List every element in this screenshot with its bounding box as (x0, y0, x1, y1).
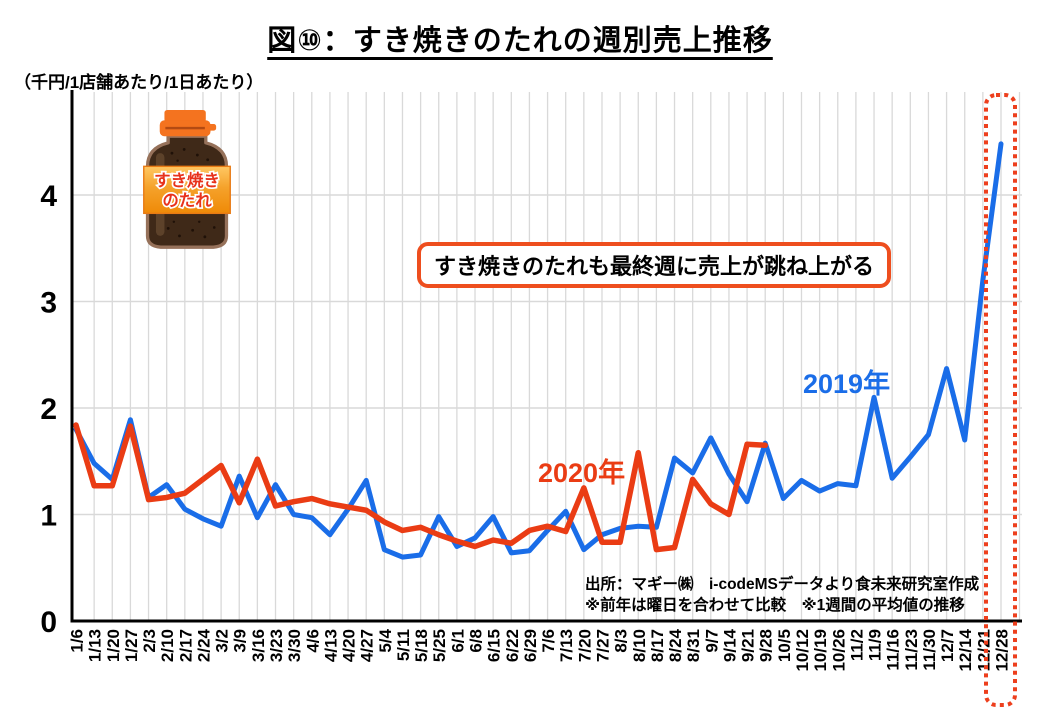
x-axis-label: 12/14 (956, 628, 975, 671)
x-axis-label: 7/20 (575, 629, 594, 662)
sauce-bottle-illustration: すき焼き のたれ (143, 109, 231, 249)
x-axis-label: 9/7 (702, 629, 721, 653)
x-axis-label: 5/25 (430, 629, 449, 662)
x-axis-label: 6/8 (467, 629, 486, 653)
bottle-label-line2: のたれ (162, 192, 212, 210)
y-axis-label: 3 (40, 287, 57, 320)
x-axis-label: 8/24 (666, 628, 685, 662)
x-axis-label: 4/20 (340, 629, 359, 662)
x-axis-label: 8/10 (630, 629, 649, 662)
source-line-2: ※前年は曜日を合わせて比較 ※1週間の平均値の推移 (585, 597, 965, 614)
x-axis-label: 7/27 (593, 629, 612, 662)
x-axis-label: 12/7 (938, 629, 957, 662)
x-axis-label: 10/19 (811, 629, 830, 672)
bottle-label-line1: すき焼き (154, 171, 220, 190)
x-axis-label: 3/16 (249, 629, 268, 662)
x-axis-label: 10/5 (775, 629, 794, 662)
x-axis-label: 1/6 (68, 629, 87, 653)
x-axis-label: 7/6 (539, 629, 558, 653)
x-axis-label: 5/18 (412, 629, 431, 662)
y-axis-label: 0 (40, 606, 57, 639)
series-line-2019 (73, 141, 1004, 560)
x-axis-label: 2/3 (140, 629, 159, 653)
x-axis-label: 3/9 (231, 629, 250, 653)
y-axis-label: 1 (40, 500, 57, 533)
x-axis-label: 6/1 (448, 629, 467, 653)
bottle-cap-top (164, 109, 206, 123)
x-axis-label: 4/13 (321, 629, 340, 662)
x-axis-label: 1/27 (122, 629, 141, 662)
x-axis-label: 3/2 (213, 629, 232, 653)
y-axis-label: 4 (40, 180, 57, 213)
x-axis-label: 5/11 (394, 629, 413, 661)
x-axis-label: 12/21 (974, 629, 993, 672)
x-axis-label: 11/16 (884, 629, 903, 671)
x-axis-label: 11/30 (920, 629, 939, 671)
annotation-text: すき焼きのたれも最終週に売上が跳ね上がる (434, 254, 875, 279)
x-axis-label: 9/28 (757, 629, 776, 662)
x-axis-label: 9/21 (739, 629, 758, 662)
bottle-label-band (143, 165, 231, 215)
bottle-cap-nub (207, 124, 217, 131)
series-label-2020: 2020年 (538, 458, 626, 488)
x-axis-label: 10/12 (793, 629, 812, 672)
x-axis-label: 2/10 (158, 629, 177, 662)
bottle-body-group: すき焼き のたれ (143, 109, 231, 249)
x-axis-label: 3/30 (285, 629, 304, 662)
x-axis-label: 12/28 (993, 629, 1012, 672)
chart-title: 図⑩：すき焼きのたれの週別売上推移 (267, 25, 773, 57)
sauce-speckles (166, 148, 216, 239)
x-axis-label: 8/31 (684, 629, 703, 662)
x-axis-label: 8/3 (612, 629, 631, 653)
annotation-callout: すき焼きのたれも最終週に売上が跳ね上がる (417, 242, 892, 288)
x-axis-label: 11/2 (847, 629, 866, 661)
x-axis-label: 6/29 (521, 629, 540, 662)
y-axis-unit-label: （千円/1店舗あたり/1日あたり） (14, 73, 264, 92)
x-axis-label: 2/17 (176, 629, 195, 662)
source-line-1: 出所：マギー㈱ i-codeMSデータより食未来研究室作成 (585, 576, 980, 593)
x-axis-label: 4/6 (303, 629, 322, 653)
x-axis-label: 1/13 (86, 629, 105, 662)
series-line-2020 (73, 422, 768, 553)
x-axis-label: 3/23 (267, 629, 286, 662)
x-axis-label: 10/26 (829, 629, 848, 672)
x-axis-label: 2/24 (194, 628, 213, 662)
series-label-2019: 2019年 (803, 369, 891, 399)
source-note: 出所：マギー㈱ i-codeMSデータより食未来研究室作成 ※前年は曜日を合わせ… (585, 574, 979, 616)
y-axis-label: 2 (40, 393, 57, 426)
x-axis-label: 1/20 (104, 629, 123, 662)
x-axis-label: 7/13 (557, 629, 576, 662)
x-axis-label: 9/14 (720, 628, 739, 662)
x-axis-label: 4/27 (358, 629, 377, 662)
x-axis-label: 5/4 (376, 628, 395, 652)
x-axis-label: 6/15 (485, 629, 504, 662)
x-axis-label: 11/23 (902, 629, 921, 671)
x-axis-label: 11/9 (866, 629, 885, 661)
bottle-cap-line (165, 126, 205, 130)
x-axis-label: 6/22 (503, 629, 522, 662)
x-axis-label: 8/17 (648, 629, 667, 662)
